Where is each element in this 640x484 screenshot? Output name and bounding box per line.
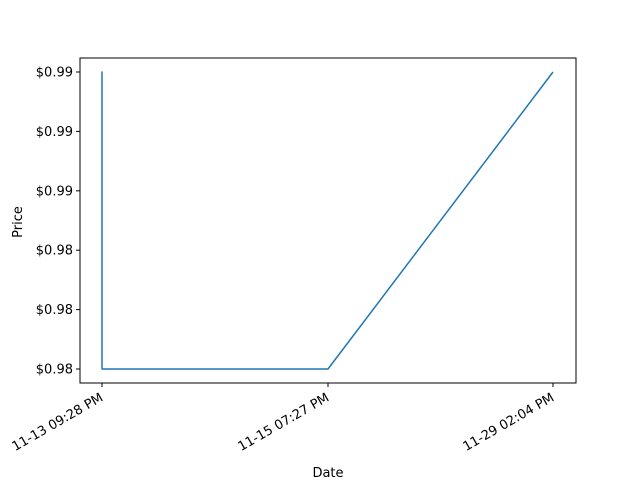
price-series-line: [101, 71, 554, 370]
y-tick-label: $0.98: [36, 303, 73, 318]
y-axis-label: Price: [11, 206, 26, 238]
y-tick-label: $0.98: [36, 244, 73, 259]
y-tick-label: $0.98: [36, 363, 73, 378]
y-tick-label: $0.99: [36, 66, 73, 81]
plot-area-frame: [79, 57, 577, 384]
y-tick-label: $0.99: [36, 184, 73, 199]
y-tick-label: $0.99: [36, 125, 73, 140]
y-axis-ticks: $0.98 $0.98 $0.98 $0.99 $0.99 $0.99: [36, 66, 80, 378]
x-axis-label: Date: [312, 466, 343, 480]
